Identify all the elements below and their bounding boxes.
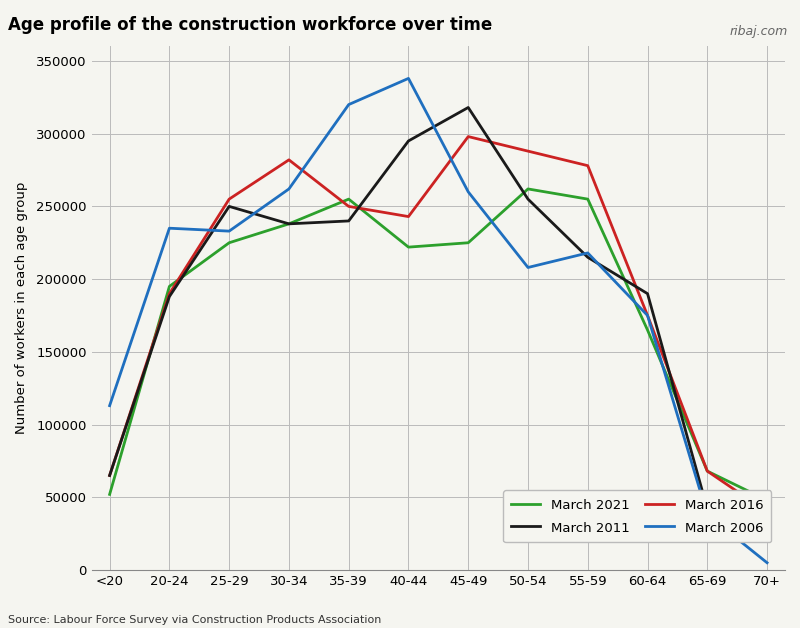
March 2016 xyxy=(642,311,652,319)
March 2006 xyxy=(642,311,652,319)
March 2011 xyxy=(224,203,234,210)
March 2006 xyxy=(583,249,593,257)
Line: March 2016: March 2016 xyxy=(110,136,767,512)
March 2016 xyxy=(224,195,234,203)
March 2006 xyxy=(105,402,114,409)
March 2016 xyxy=(463,133,473,140)
March 2021 xyxy=(642,327,652,334)
March 2016 xyxy=(583,162,593,170)
March 2021 xyxy=(224,239,234,247)
March 2006 xyxy=(702,511,712,519)
Text: Source: Labour Force Survey via Construction Products Association: Source: Labour Force Survey via Construc… xyxy=(8,615,382,625)
March 2011 xyxy=(404,137,414,144)
March 2011 xyxy=(105,472,114,479)
March 2011 xyxy=(165,293,174,300)
Line: March 2011: March 2011 xyxy=(110,107,767,529)
March 2006 xyxy=(404,75,414,82)
March 2011 xyxy=(583,254,593,261)
March 2006 xyxy=(165,224,174,232)
Legend: March 2021, March 2011, March 2016, March 2006: March 2021, March 2011, March 2016, Marc… xyxy=(503,490,771,543)
Text: Age profile of the construction workforce over time: Age profile of the construction workforc… xyxy=(8,16,492,34)
Line: March 2021: March 2021 xyxy=(110,189,767,501)
March 2011 xyxy=(702,505,712,512)
March 2006 xyxy=(224,227,234,235)
March 2006 xyxy=(523,264,533,271)
March 2021 xyxy=(702,467,712,475)
March 2011 xyxy=(642,290,652,298)
Text: ribaj.com: ribaj.com xyxy=(730,25,788,38)
March 2021 xyxy=(523,185,533,193)
March 2021 xyxy=(463,239,473,247)
March 2016 xyxy=(762,508,772,516)
March 2006 xyxy=(284,185,294,193)
March 2006 xyxy=(762,559,772,566)
March 2016 xyxy=(523,148,533,155)
March 2011 xyxy=(463,104,473,111)
March 2021 xyxy=(284,220,294,227)
March 2016 xyxy=(344,203,354,210)
March 2016 xyxy=(284,156,294,164)
March 2016 xyxy=(702,467,712,475)
March 2021 xyxy=(165,283,174,290)
March 2016 xyxy=(165,290,174,298)
Y-axis label: Number of workers in each age group: Number of workers in each age group xyxy=(15,182,28,435)
Line: March 2006: March 2006 xyxy=(110,78,767,563)
March 2011 xyxy=(523,195,533,203)
March 2021 xyxy=(762,497,772,504)
March 2016 xyxy=(404,213,414,220)
March 2011 xyxy=(344,217,354,225)
March 2021 xyxy=(344,195,354,203)
March 2006 xyxy=(463,188,473,195)
March 2011 xyxy=(762,526,772,533)
March 2016 xyxy=(105,472,114,479)
March 2006 xyxy=(344,101,354,109)
March 2021 xyxy=(583,195,593,203)
March 2021 xyxy=(404,244,414,251)
March 2011 xyxy=(284,220,294,227)
March 2021 xyxy=(105,490,114,498)
